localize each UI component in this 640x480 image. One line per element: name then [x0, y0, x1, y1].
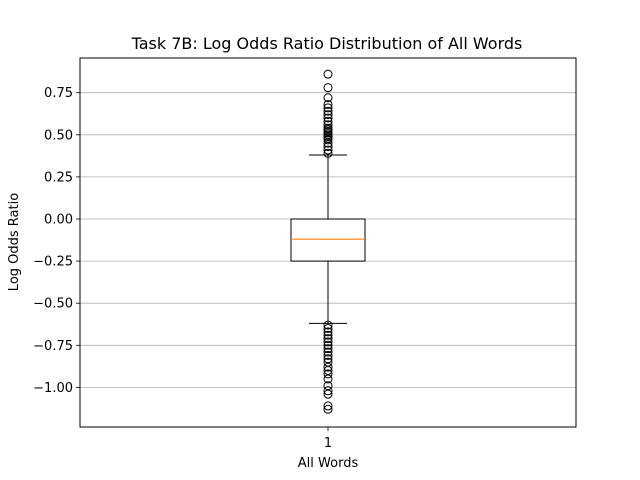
outlier-point — [323, 350, 333, 360]
outlier-point — [323, 103, 333, 113]
outlier-point — [323, 340, 333, 350]
x-axis-ticks: 1 — [324, 427, 332, 451]
y-axis-label: Log Odds Ratio — [7, 193, 22, 291]
outlier-point — [323, 330, 333, 340]
outlier-point — [323, 110, 333, 120]
outlier-point — [323, 69, 333, 79]
outlier-point — [323, 327, 333, 337]
outlier-point — [323, 148, 333, 158]
outlier-point — [323, 362, 333, 372]
outlier-point — [323, 142, 333, 152]
y-tick-label: −0.25 — [33, 255, 73, 270]
outlier-point — [323, 337, 333, 347]
y-tick-label: −0.50 — [33, 297, 73, 312]
y-tick-label: 0.75 — [44, 86, 73, 101]
y-tick-label: 0.25 — [44, 170, 73, 185]
outlier-point — [323, 323, 333, 333]
y-tick-label: 0.50 — [44, 128, 73, 143]
outlier-point — [323, 401, 333, 411]
outlier-point — [323, 138, 333, 148]
y-tick-label: −0.75 — [33, 339, 73, 354]
y-tick-label: −1.00 — [33, 381, 73, 396]
outlier-point — [323, 374, 333, 384]
outlier-point — [323, 106, 333, 116]
outlier-point — [323, 369, 333, 379]
y-axis-ticks: 0.75 0.50 0.25 0.00 −0.25 −0.50 −0.75 −1.00 — [33, 86, 80, 396]
outlier-points — [323, 69, 333, 414]
outlier-point — [323, 344, 333, 354]
outlier-point — [323, 404, 333, 414]
outlier-point — [323, 113, 333, 123]
x-axis-label: All Words — [298, 456, 359, 471]
outlier-point — [323, 386, 333, 396]
outlier-point — [323, 99, 333, 109]
outlier-point — [323, 93, 333, 103]
outlier-point — [323, 135, 333, 145]
chart-title: Task 7B: Log Odds Ratio Distribution of … — [131, 34, 523, 53]
outlier-point — [323, 320, 333, 330]
outlier-point — [323, 389, 333, 399]
outlier-point — [323, 83, 333, 93]
iqr-box — [290, 218, 366, 262]
box-series — [290, 154, 366, 324]
y-tick-label: 0.00 — [44, 213, 73, 228]
outlier-point — [323, 145, 333, 155]
outlier-point — [323, 334, 333, 344]
x-tick-label: 1 — [324, 436, 332, 451]
outlier-point — [323, 347, 333, 357]
